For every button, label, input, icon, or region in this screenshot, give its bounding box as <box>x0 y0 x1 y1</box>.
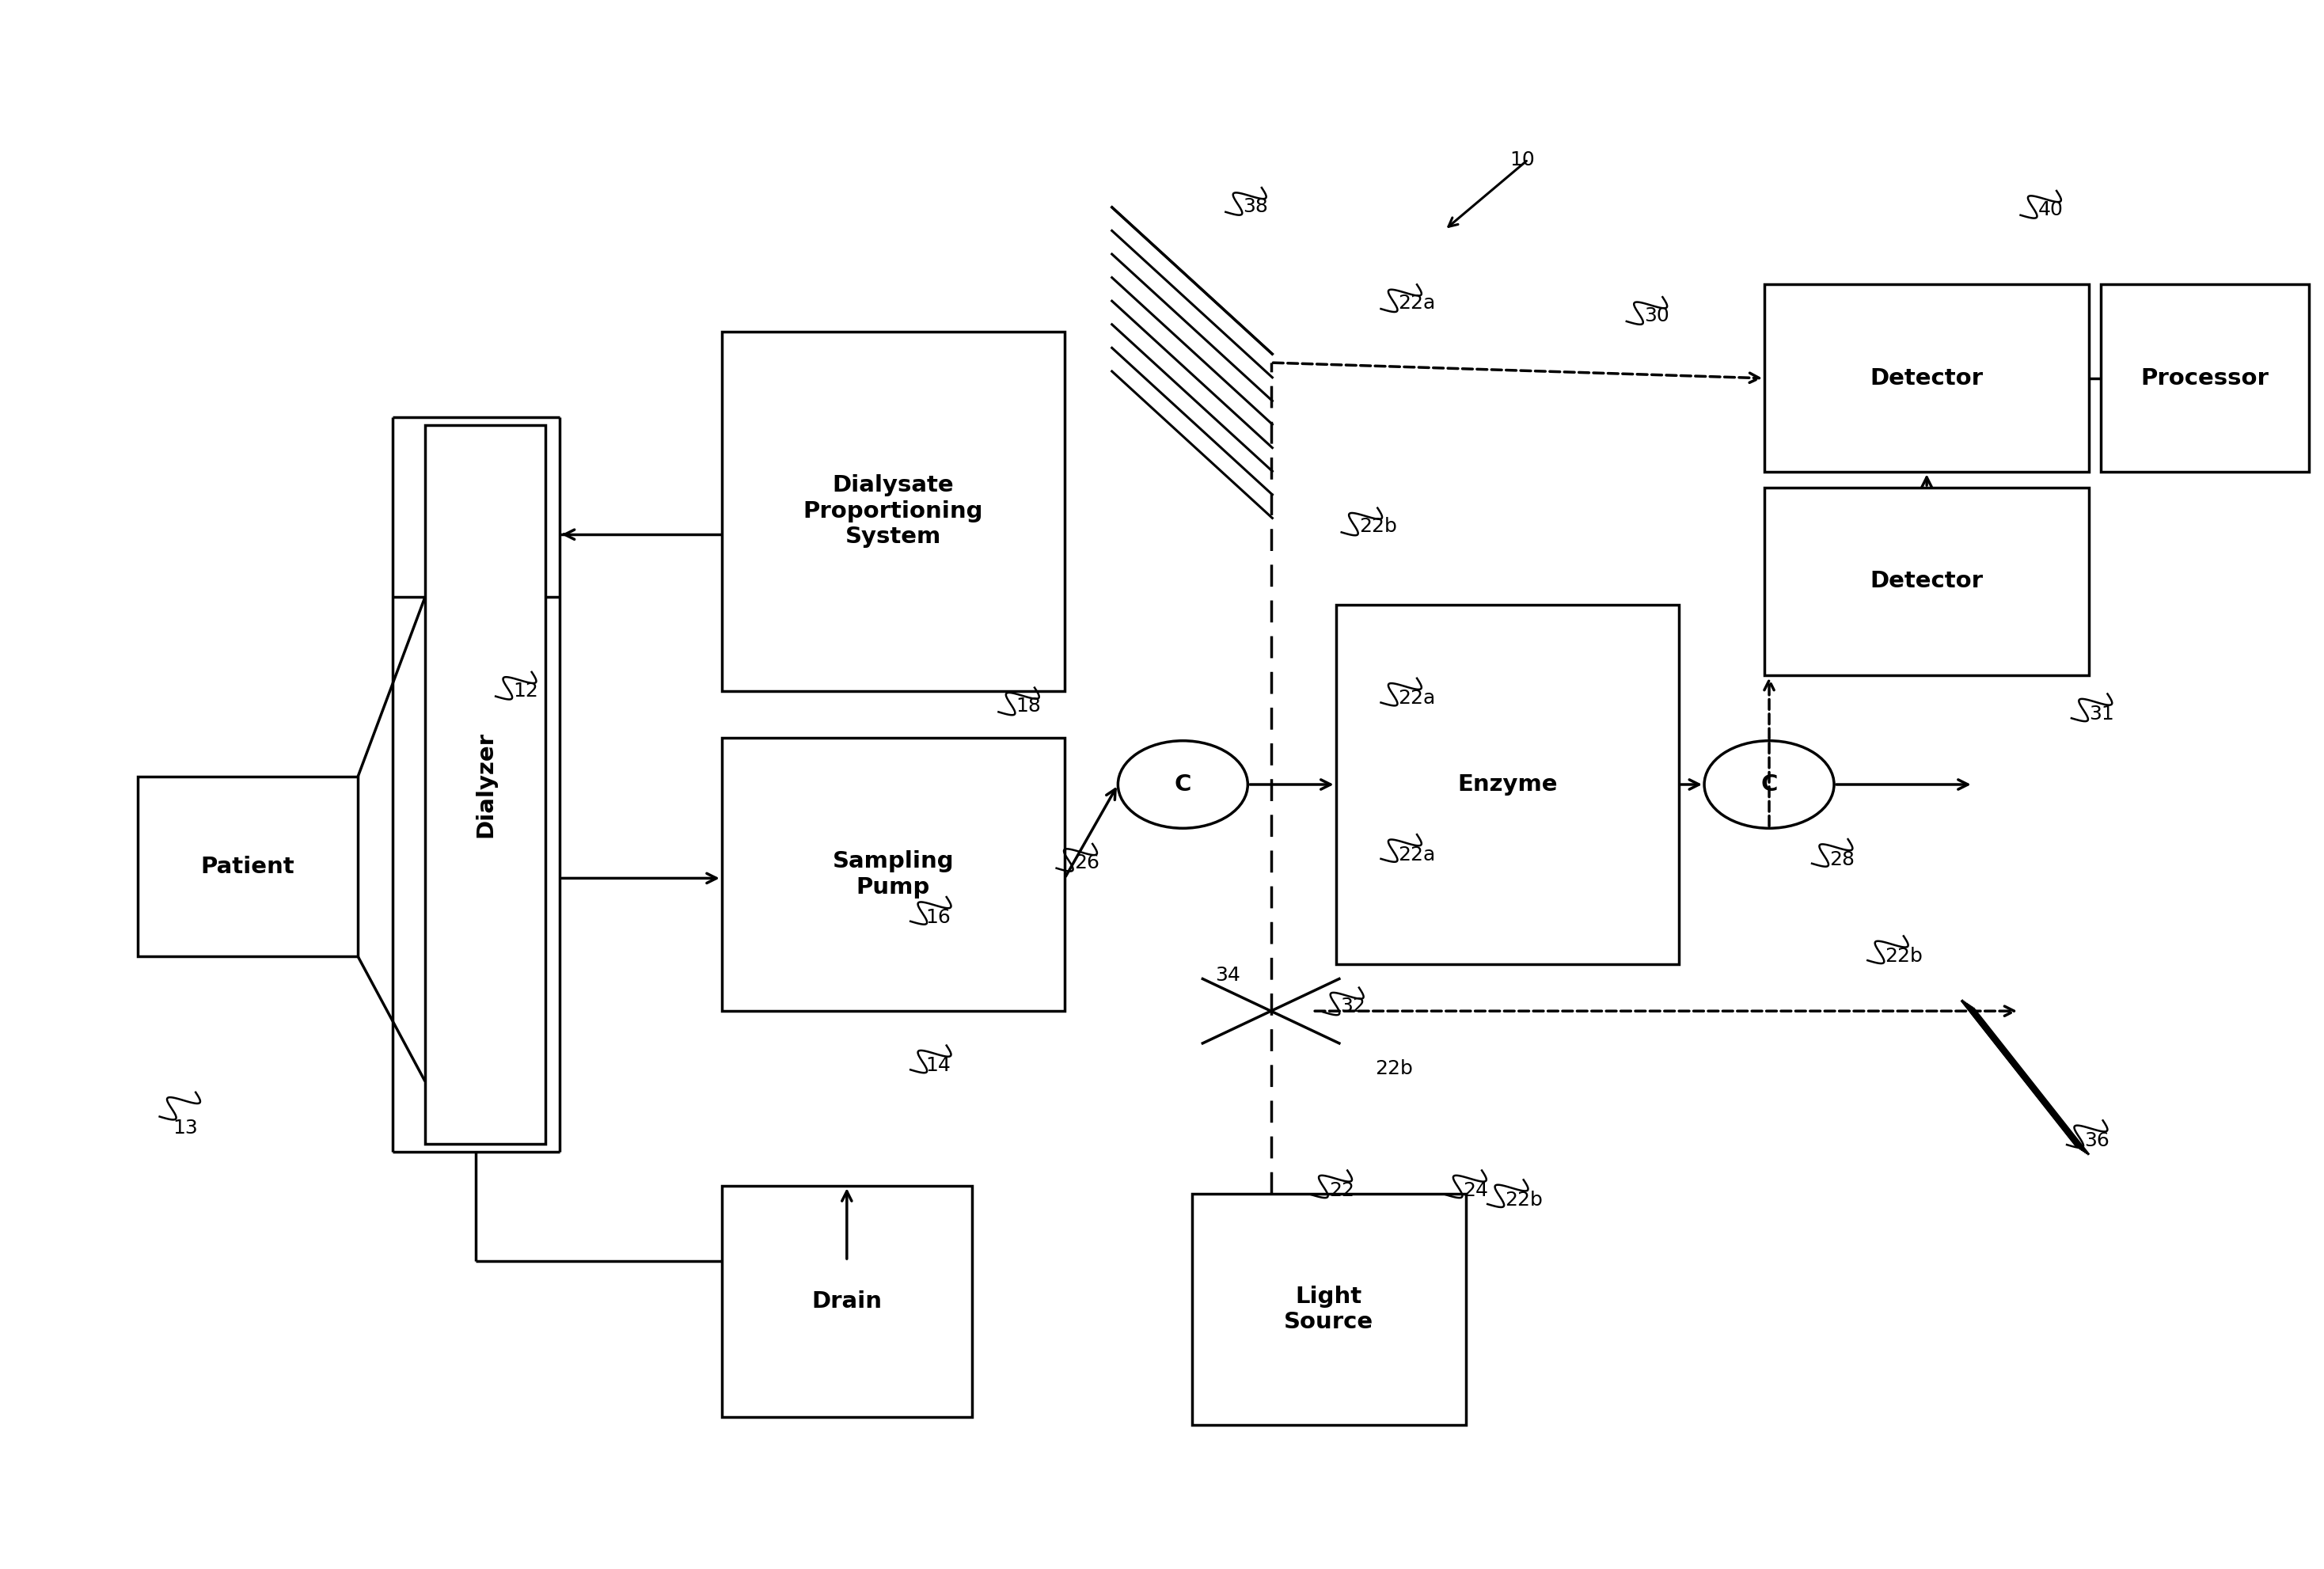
Text: Drain: Drain <box>811 1291 883 1313</box>
Text: Patient: Patient <box>200 855 295 877</box>
Text: C: C <box>1174 774 1192 795</box>
Text: Enzyme: Enzyme <box>1457 774 1557 795</box>
FancyBboxPatch shape <box>1764 488 2089 675</box>
Text: 14: 14 <box>925 1056 951 1075</box>
FancyBboxPatch shape <box>1764 284 2089 472</box>
Text: 26: 26 <box>1074 854 1099 872</box>
Text: 38: 38 <box>1243 198 1269 217</box>
Text: 22b: 22b <box>1506 1191 1543 1210</box>
Text: Detector: Detector <box>1871 367 1982 389</box>
FancyBboxPatch shape <box>723 1186 971 1417</box>
Text: 16: 16 <box>925 908 951 927</box>
Text: C: C <box>1762 774 1778 795</box>
FancyBboxPatch shape <box>2101 284 2310 472</box>
Text: 28: 28 <box>1829 850 1855 869</box>
Text: 12: 12 <box>514 681 539 700</box>
Text: 36: 36 <box>2085 1131 2110 1150</box>
Text: Sampling
Pump: Sampling Pump <box>832 850 953 897</box>
Text: 31: 31 <box>2089 704 2115 723</box>
Text: 32: 32 <box>1341 996 1367 1015</box>
FancyBboxPatch shape <box>1192 1194 1466 1425</box>
Text: 22b: 22b <box>1885 946 1922 967</box>
Text: 30: 30 <box>1643 306 1669 325</box>
Text: 22a: 22a <box>1399 293 1436 312</box>
FancyBboxPatch shape <box>137 777 358 957</box>
Text: 22: 22 <box>1329 1181 1355 1200</box>
FancyBboxPatch shape <box>425 425 546 1144</box>
FancyBboxPatch shape <box>1336 604 1678 965</box>
Text: 22b: 22b <box>1376 1059 1413 1078</box>
Text: 22a: 22a <box>1399 846 1436 865</box>
FancyBboxPatch shape <box>723 331 1064 690</box>
Text: 18: 18 <box>1016 697 1041 715</box>
Text: 34: 34 <box>1215 965 1241 985</box>
Text: 22a: 22a <box>1399 689 1436 708</box>
Text: Detector: Detector <box>1871 570 1982 593</box>
Text: Processor: Processor <box>2140 367 2268 389</box>
Text: 24: 24 <box>1464 1181 1490 1200</box>
Text: 22b: 22b <box>1360 518 1397 537</box>
Text: 40: 40 <box>2038 199 2064 220</box>
Text: 13: 13 <box>172 1119 198 1138</box>
FancyBboxPatch shape <box>723 737 1064 1010</box>
Text: Light
Source: Light Source <box>1285 1285 1373 1334</box>
Text: Dialyzer: Dialyzer <box>474 731 497 838</box>
Text: Dialysate
Proportioning
System: Dialysate Proportioning System <box>804 474 983 548</box>
Text: 10: 10 <box>1511 151 1534 169</box>
